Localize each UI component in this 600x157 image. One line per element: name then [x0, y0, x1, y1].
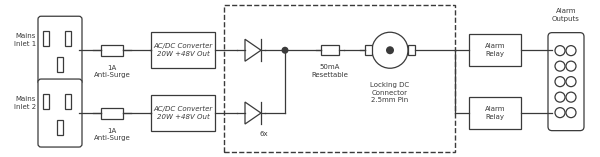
Bar — [365, 45, 372, 55]
Bar — [469, 34, 521, 66]
Text: Alarm
Relay: Alarm Relay — [485, 43, 505, 57]
Bar — [57, 57, 63, 72]
Bar — [43, 31, 49, 46]
Text: 6x: 6x — [260, 131, 268, 137]
Text: AC/DC Converter
20W +48V Out: AC/DC Converter 20W +48V Out — [154, 43, 212, 57]
Bar — [101, 108, 123, 119]
Text: Mains
Inlet 2: Mains Inlet 2 — [14, 96, 36, 110]
Circle shape — [555, 108, 565, 118]
Circle shape — [566, 108, 576, 118]
Circle shape — [555, 77, 565, 87]
Circle shape — [386, 46, 394, 54]
Bar — [101, 45, 123, 56]
Bar — [151, 32, 215, 68]
Bar — [65, 31, 71, 46]
Circle shape — [555, 61, 565, 71]
Bar — [65, 94, 71, 109]
Text: 1A
Anti-Surge: 1A Anti-Surge — [94, 65, 130, 78]
Text: Locking DC
Connector
2.5mm Pin: Locking DC Connector 2.5mm Pin — [370, 82, 410, 103]
FancyBboxPatch shape — [38, 79, 82, 147]
Bar — [224, 5, 455, 152]
Bar — [57, 120, 63, 135]
Text: AC/DC Converter
20W +48V Out: AC/DC Converter 20W +48V Out — [154, 106, 212, 120]
Circle shape — [566, 46, 576, 56]
Bar — [43, 94, 49, 109]
Text: Alarm
Outputs: Alarm Outputs — [552, 8, 580, 22]
FancyBboxPatch shape — [548, 33, 584, 131]
Text: Alarm
Relay: Alarm Relay — [485, 106, 505, 120]
Circle shape — [372, 32, 408, 68]
Polygon shape — [245, 102, 261, 124]
Circle shape — [281, 47, 289, 54]
Text: 50mA
Resettable: 50mA Resettable — [311, 64, 349, 78]
Circle shape — [555, 92, 565, 102]
Circle shape — [566, 61, 576, 71]
Bar — [469, 97, 521, 129]
Circle shape — [555, 46, 565, 56]
Bar — [408, 45, 415, 55]
Bar — [151, 95, 215, 131]
Text: 1A
Anti-Surge: 1A Anti-Surge — [94, 127, 130, 141]
Circle shape — [566, 77, 576, 87]
FancyBboxPatch shape — [38, 16, 82, 84]
Polygon shape — [245, 39, 261, 61]
Circle shape — [566, 92, 576, 102]
Bar — [321, 45, 339, 55]
Text: Mains
Inlet 1: Mains Inlet 1 — [14, 33, 36, 47]
